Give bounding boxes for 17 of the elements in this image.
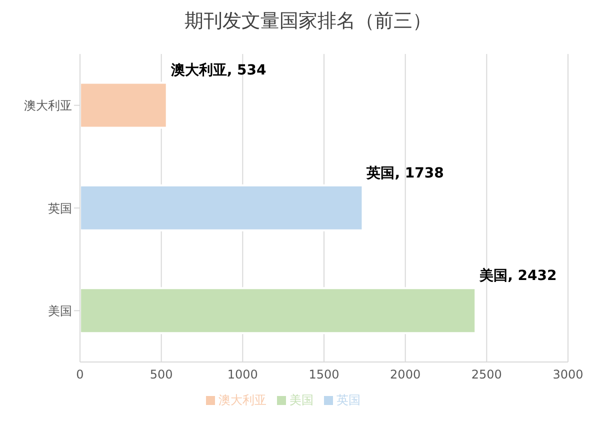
x-tick-label: 2000 <box>390 368 421 382</box>
x-tick-label: 3000 <box>552 368 584 382</box>
y-tick-label: 澳大利亚 <box>24 98 72 113</box>
x-tick-label: 0 <box>76 368 84 382</box>
y-tick-label: 美国 <box>48 304 72 318</box>
legend-label: 澳大利亚 <box>218 393 266 407</box>
x-tick-label: 2500 <box>471 368 502 382</box>
chart-title: 期刊发文量国家排名（前三） <box>184 9 432 34</box>
y-tick-label: 英国 <box>48 201 72 216</box>
data-label: 美国, 2432 <box>478 267 557 284</box>
data-label: 澳大利亚, 534 <box>170 62 267 79</box>
data-label: 英国, 1738 <box>366 165 444 182</box>
x-tick-label: 1500 <box>308 368 340 382</box>
x-tick-label: 500 <box>150 368 173 382</box>
legend-label: 美国 <box>290 393 314 407</box>
legend-label: 英国 <box>336 393 360 407</box>
x-tick-label: 1000 <box>227 368 258 382</box>
